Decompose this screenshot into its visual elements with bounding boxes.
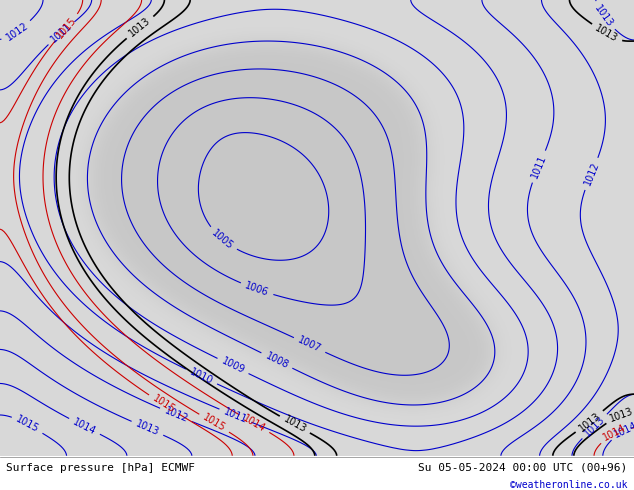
Text: ©weatheronline.co.uk: ©weatheronline.co.uk bbox=[510, 480, 628, 490]
Text: 1015: 1015 bbox=[201, 413, 228, 434]
Text: 1011: 1011 bbox=[49, 21, 74, 45]
Text: 1013: 1013 bbox=[593, 23, 619, 44]
Text: 1011: 1011 bbox=[529, 153, 548, 180]
Text: 1013: 1013 bbox=[577, 410, 602, 433]
Text: 1010: 1010 bbox=[188, 367, 215, 387]
Text: 1013: 1013 bbox=[592, 3, 614, 29]
Text: 1005: 1005 bbox=[210, 228, 235, 251]
Text: 1006: 1006 bbox=[243, 280, 270, 298]
Text: 1012: 1012 bbox=[163, 406, 190, 424]
Text: 1014: 1014 bbox=[602, 423, 628, 443]
Text: 1013: 1013 bbox=[608, 406, 634, 424]
Text: 1013: 1013 bbox=[127, 16, 153, 39]
Text: 1013: 1013 bbox=[134, 419, 160, 438]
Text: 1013: 1013 bbox=[583, 414, 607, 439]
Text: Surface pressure [hPa] ECMWF: Surface pressure [hPa] ECMWF bbox=[6, 463, 195, 473]
Text: 1011: 1011 bbox=[222, 407, 249, 425]
Text: 1012: 1012 bbox=[4, 21, 30, 43]
Text: 1008: 1008 bbox=[264, 351, 290, 370]
Text: 1014: 1014 bbox=[612, 420, 634, 440]
Text: 1014: 1014 bbox=[71, 416, 98, 437]
Text: 1013: 1013 bbox=[281, 414, 308, 435]
Text: 1015: 1015 bbox=[14, 415, 41, 435]
Text: 1015: 1015 bbox=[150, 393, 177, 416]
Text: 1009: 1009 bbox=[220, 356, 246, 376]
Text: Su 05-05-2024 00:00 UTC (00+96): Su 05-05-2024 00:00 UTC (00+96) bbox=[418, 463, 628, 473]
Text: 1012: 1012 bbox=[582, 161, 600, 187]
Text: 1015: 1015 bbox=[55, 15, 78, 40]
Text: 1007: 1007 bbox=[296, 335, 323, 355]
Text: 1014: 1014 bbox=[242, 413, 268, 434]
